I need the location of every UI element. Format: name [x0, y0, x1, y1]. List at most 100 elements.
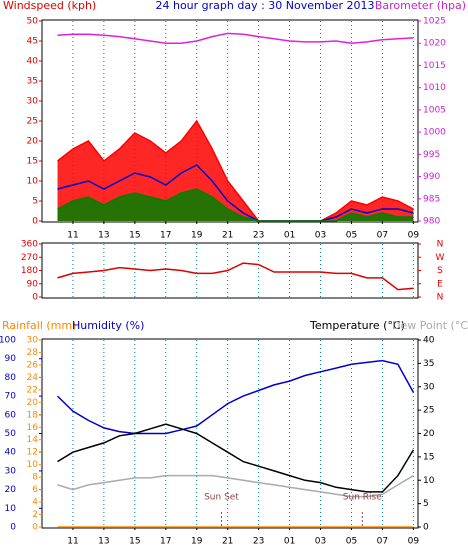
y3-tick-label: 10 [27, 460, 39, 470]
y3-tick-label: 20 [27, 398, 39, 408]
y-tick-label: 35 [27, 77, 38, 87]
series-line [57, 423, 415, 493]
x-tick-label: 19 [191, 231, 203, 241]
legend-entry: Dew Point (°C) [392, 319, 468, 332]
x-tick-label: 17 [160, 231, 171, 241]
y-axis-label: Windspeed (kph) [3, 0, 96, 12]
y2-tick-label: W [436, 253, 445, 263]
y2-tick-label: 1015 [423, 61, 446, 71]
x-tick-label: 11 [67, 231, 78, 241]
x-tick-label: 15 [129, 537, 140, 547]
y2-tick-label: 985 [423, 194, 440, 204]
x-tick-label: 21 [222, 537, 233, 547]
y2-axis-label: Barometer (hpa) [375, 0, 466, 12]
y-tick-label: 0 [10, 523, 16, 533]
y-tick-label: 180 [21, 266, 38, 276]
series-line [57, 262, 414, 291]
y2-tick-label: 25 [423, 406, 434, 416]
annotation: Sun Set [204, 493, 239, 503]
x-tick-label: 13 [98, 231, 109, 241]
y2-tick-label: 980 [423, 217, 440, 227]
y-tick-label: 50 [27, 17, 39, 27]
series-line [57, 474, 414, 498]
y-tick-label: 15 [27, 157, 38, 167]
y-tick-label: 0 [32, 293, 38, 303]
y-tick-label: 5 [32, 197, 38, 207]
x-tick-label: 03 [315, 231, 326, 241]
y-tick-label: 25 [27, 117, 38, 127]
legend-entry: Rainfall (mm) [2, 319, 76, 332]
y-tick-label: 70 [5, 392, 17, 402]
legend-entry: Temperature (°C) [309, 319, 405, 332]
y2-tick-label: E [437, 279, 443, 289]
x-tick-label: 07 [377, 537, 388, 547]
y2-tick-label: 40 [423, 336, 435, 346]
y2-tick-label: 10 [423, 476, 435, 486]
y-tick-label: 30 [27, 97, 39, 107]
y2-tick-label: 5 [423, 499, 429, 509]
y3-tick-label: 4 [32, 498, 38, 508]
y3-tick-label: 30 [27, 336, 39, 346]
x-tick-label: 07 [377, 231, 388, 241]
x-tick-label: 15 [129, 231, 140, 241]
x-tick-label: 21 [222, 231, 233, 241]
y-tick-label: 20 [27, 137, 39, 147]
y3-tick-label: 0 [32, 523, 38, 533]
y3-tick-label: 26 [27, 360, 39, 370]
y-tick-label: 40 [5, 448, 17, 458]
y-tick-label: 30 [5, 466, 17, 476]
y2-tick-label: 995 [423, 150, 440, 160]
series-line [56, 359, 415, 435]
y2-tick-label: 0 [423, 523, 429, 533]
series-line [57, 119, 414, 222]
y2-tick-label: 1005 [423, 105, 446, 115]
y2-tick-label: 20 [423, 429, 435, 439]
y3-tick-label: 8 [32, 473, 38, 483]
y-tick-label: 360 [21, 240, 38, 250]
x-tick-label: 23 [253, 231, 264, 241]
y3-tick-label: 18 [27, 410, 39, 420]
x-tick-label: 19 [191, 537, 203, 547]
x-tick-label: 09 [408, 537, 420, 547]
y-tick-label: 90 [5, 354, 17, 364]
series-area [57, 189, 414, 221]
y3-tick-label: 12 [27, 448, 38, 458]
y2-tick-label: 30 [423, 382, 435, 392]
annotation: Sun Rise [343, 493, 382, 503]
y3-tick-label: 28 [27, 348, 39, 358]
y3-tick-label: 16 [27, 423, 39, 433]
y-tick-label: 10 [27, 177, 39, 187]
y-tick-label: 10 [5, 504, 17, 514]
y-tick-label: 60 [5, 410, 17, 420]
x-tick-label: 13 [98, 537, 109, 547]
y-tick-label: 45 [27, 37, 38, 47]
y-tick-label: 20 [5, 485, 17, 495]
y3-tick-label: 14 [27, 435, 39, 445]
x-tick-label: 05 [346, 537, 357, 547]
y2-tick-label: 35 [423, 359, 434, 369]
x-tick-label: 01 [284, 537, 295, 547]
y2-tick-label: N [437, 240, 444, 250]
y2-tick-label: 1010 [423, 83, 446, 93]
series-line [57, 164, 414, 222]
y-tick-label: 80 [5, 373, 17, 383]
legend-entry: Humidity (%) [72, 319, 144, 332]
chart-title: 24 hour graph day : 30 November 2013 [155, 0, 374, 12]
y-tick-label: 50 [5, 429, 17, 439]
y2-tick-label: 15 [423, 452, 434, 462]
y3-tick-label: 2 [32, 510, 38, 520]
x-tick-label: 11 [67, 537, 78, 547]
y2-tick-label: 1025 [423, 17, 446, 27]
y2-tick-label: 990 [423, 172, 440, 182]
series-line [57, 32, 414, 44]
x-tick-label: 23 [253, 537, 264, 547]
y-tick-label: 100 [0, 336, 16, 346]
y2-tick-label: 1020 [423, 39, 446, 49]
y-tick-label: 90 [27, 279, 39, 289]
x-tick-label: 01 [284, 231, 295, 241]
y-tick-label: 40 [27, 57, 39, 67]
y3-tick-label: 6 [32, 485, 38, 495]
y-tick-label: 270 [21, 253, 38, 263]
series-line [57, 188, 414, 222]
